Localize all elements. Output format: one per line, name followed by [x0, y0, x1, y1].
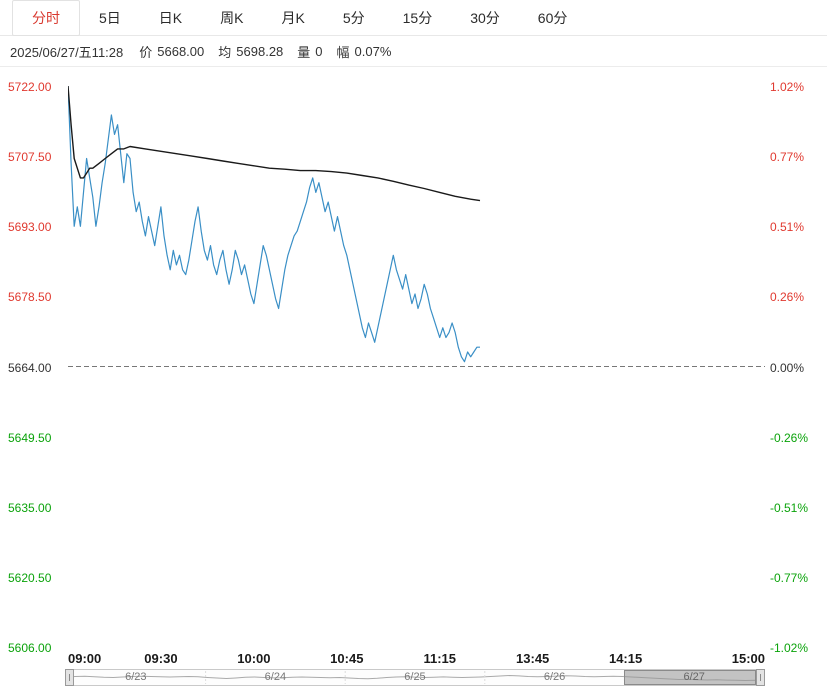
range-label: 幅	[336, 45, 350, 60]
percent-tick-label: -0.51%	[770, 500, 809, 515]
plot-region[interactable]	[68, 86, 765, 647]
x-tick-label: 10:00	[237, 651, 271, 666]
navigator-date[interactable]: 6/24	[264, 671, 287, 683]
tab-daily-k[interactable]: 日K	[158, 9, 183, 26]
navigator-date[interactable]: 6/25	[404, 671, 426, 683]
percent-tick-label: 0.26%	[770, 290, 805, 305]
price-value: 5668.00	[157, 44, 205, 59]
chart-area: 5722.00 5707.50 5693.00 5678.50 5664.00 …	[0, 67, 827, 686]
tab-5min[interactable]: 5分	[342, 9, 365, 26]
tab-monthly-k[interactable]: 月K	[281, 9, 305, 26]
x-tick-label: 11:15	[423, 651, 456, 666]
tab-15min[interactable]: 15分	[402, 9, 433, 26]
percent-tick-label: -0.77%	[770, 570, 809, 585]
x-tick-label: 15:00	[731, 651, 765, 666]
average-label: 均	[218, 45, 232, 60]
average-value: 5698.28	[236, 44, 284, 59]
volume-value: 0	[315, 44, 323, 59]
percent-tick-label: -1.02%	[770, 641, 809, 655]
x-tick-label: 14:15	[608, 651, 643, 666]
price-plot-svg	[68, 86, 765, 367]
volume-label: 量	[297, 45, 311, 60]
price-tick-label: 5693.00	[8, 220, 52, 235]
quote-infobar: 2025/06/27/五11:28 价 5668.00 均 5698.28 量 …	[0, 37, 827, 67]
datetime-label: 2025/06/27/五11:28	[10, 45, 124, 60]
tab-5day[interactable]: 5日	[99, 9, 121, 26]
x-tick-label: 09:00	[68, 651, 102, 666]
y-axis-percent: 1.02% 0.77% 0.51% 0.26% 0.00% -0.26% -0.…	[770, 80, 824, 655]
percent-tick-label: -0.26%	[770, 430, 809, 445]
percent-tick-label: 1.02%	[770, 80, 805, 94]
navigator-selection-window[interactable]	[624, 670, 756, 685]
price-tick-label: 5678.50	[8, 290, 52, 305]
price-tick-label: 5649.50	[8, 430, 52, 445]
price-tick-label: 5606.00	[8, 641, 52, 655]
percent-tick-label: 0.77%	[770, 150, 805, 165]
price-label: 价	[139, 45, 153, 60]
price-tick-label: 5635.00	[8, 500, 52, 515]
x-tick-label: 13:45	[516, 651, 550, 666]
price-tick-label: 5664.00	[8, 360, 52, 375]
navigator-date[interactable]: 6/23	[125, 671, 147, 683]
price-tick-label: 5722.00	[8, 80, 52, 94]
x-tick-label: 10:45	[330, 651, 364, 666]
period-tabbar: 分时 5日 日K 周K 月K 5分 15分 30分 60分	[0, 0, 827, 36]
tab-60min[interactable]: 60分	[537, 9, 568, 26]
tab-30min[interactable]: 30分	[470, 9, 500, 26]
date-navigator[interactable]: 6/23 6/24 6/25 6/26 6/27	[65, 669, 765, 686]
tab-timeshare[interactable]: 分时	[12, 0, 80, 36]
price-tick-label: 5707.50	[8, 150, 52, 165]
tab-weekly-k[interactable]: 周K	[220, 9, 244, 26]
navigator-right-handle[interactable]	[756, 669, 765, 686]
navigator-left-handle[interactable]	[65, 669, 74, 686]
x-axis-times: 09:00 09:30 10:00 10:45 11:15 13:45 14:15 15:00	[0, 651, 827, 667]
price-tick-label: 5620.50	[8, 570, 52, 585]
x-tick-label: 09:30	[144, 651, 178, 666]
range-value: 0.07%	[354, 44, 392, 59]
percent-tick-label: 0.00%	[770, 360, 805, 375]
navigator-date[interactable]: 6/26	[543, 671, 566, 683]
percent-tick-label: 0.51%	[770, 220, 805, 235]
y-axis-price: 5722.00 5707.50 5693.00 5678.50 5664.00 …	[8, 80, 62, 655]
